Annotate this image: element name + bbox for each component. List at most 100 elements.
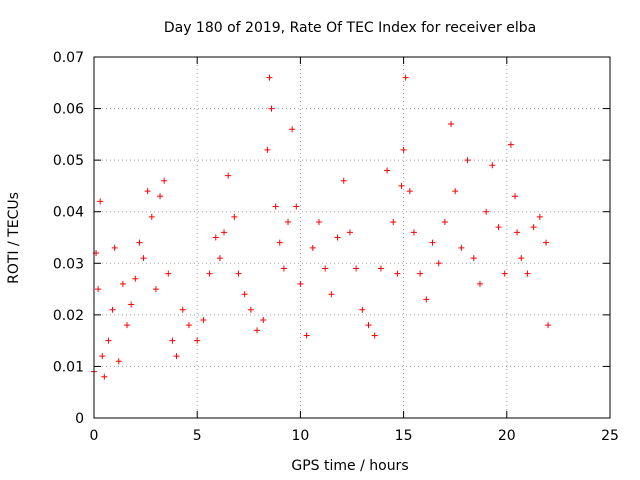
data-point	[194, 337, 201, 344]
data-point	[423, 296, 430, 303]
data-point	[221, 229, 228, 236]
data-point	[501, 270, 508, 277]
y-tick-label: 0.02	[53, 308, 84, 324]
data-point	[212, 234, 219, 241]
data-point	[536, 213, 543, 220]
axis-ticks: 0 5 10 15 20 25 0 0.01 0.02 0.03 0.04 0.05 0.06 0.07	[53, 50, 619, 444]
data-point	[512, 193, 519, 200]
data-point	[507, 141, 514, 148]
data-point	[268, 105, 275, 112]
data-point	[483, 208, 490, 215]
data-point	[384, 167, 391, 174]
data-point	[157, 193, 164, 200]
data-point	[394, 270, 401, 277]
data-point	[441, 219, 448, 226]
y-tick-label: 0	[75, 411, 84, 427]
data-point	[225, 172, 232, 179]
data-point	[254, 327, 261, 334]
data-point	[458, 244, 465, 251]
x-tick-label: 0	[90, 428, 99, 444]
data-point	[185, 322, 192, 329]
data-point	[173, 353, 180, 360]
data-point	[371, 332, 378, 339]
data-point	[400, 146, 407, 153]
data-point	[359, 306, 366, 313]
x-tick-label: 25	[601, 428, 619, 444]
y-tick-label: 0.05	[53, 153, 84, 169]
data-point	[105, 337, 112, 344]
y-tick-label: 0.04	[53, 205, 84, 221]
x-tick-label: 15	[395, 428, 413, 444]
data-point	[216, 255, 223, 262]
data-point	[545, 322, 552, 329]
data-point	[353, 265, 360, 272]
data-point	[124, 322, 131, 329]
data-point	[136, 239, 143, 246]
data-point	[206, 270, 213, 277]
data-point	[109, 306, 116, 313]
data-point	[429, 239, 436, 246]
data-point	[128, 301, 135, 308]
x-tick-label: 10	[291, 428, 309, 444]
data-point	[328, 291, 335, 298]
x-axis-label: GPS time / hours	[291, 458, 408, 474]
data-point	[101, 373, 108, 380]
data-point	[390, 219, 397, 226]
data-points	[91, 74, 552, 380]
data-point	[322, 265, 329, 272]
data-point	[476, 280, 483, 287]
data-point	[119, 280, 126, 287]
data-point	[280, 265, 287, 272]
data-point	[97, 198, 104, 205]
data-point	[276, 239, 283, 246]
data-point	[495, 224, 502, 231]
chart-title: Day 180 of 2019, Rate Of TEC Index for r…	[164, 20, 536, 36]
data-point	[231, 213, 238, 220]
data-point	[152, 286, 159, 293]
data-point	[340, 177, 347, 184]
data-point	[309, 244, 316, 251]
data-point	[297, 280, 304, 287]
data-point	[406, 188, 413, 195]
x-tick-label: 20	[498, 428, 516, 444]
data-point	[417, 270, 424, 277]
data-point	[315, 219, 322, 226]
data-point	[448, 121, 455, 128]
data-point	[285, 219, 292, 226]
data-point	[514, 229, 521, 236]
data-point	[169, 337, 176, 344]
data-point	[410, 229, 417, 236]
data-point	[303, 332, 310, 339]
data-point	[132, 275, 139, 282]
data-point	[365, 322, 372, 329]
data-point	[148, 213, 155, 220]
data-point	[464, 157, 471, 164]
data-point	[543, 239, 550, 246]
data-point	[272, 203, 279, 210]
data-point	[452, 188, 459, 195]
grid-lines	[94, 57, 610, 418]
data-point	[489, 162, 496, 169]
data-point	[260, 317, 267, 324]
data-point	[524, 270, 531, 277]
data-point	[165, 270, 172, 277]
data-point	[241, 291, 248, 298]
x-tick-label: 5	[193, 428, 202, 444]
data-point	[289, 126, 296, 133]
data-point	[200, 317, 207, 324]
plot-frame	[93, 56, 611, 419]
data-point	[377, 265, 384, 272]
data-point	[235, 270, 242, 277]
data-point	[293, 203, 300, 210]
data-point	[247, 306, 254, 313]
data-point	[334, 234, 341, 241]
data-point	[266, 74, 273, 81]
y-tick-label: 0.01	[53, 359, 84, 375]
data-point	[530, 224, 537, 231]
data-point	[161, 177, 168, 184]
y-axis-label: ROTI / TECUs	[6, 192, 22, 284]
data-point	[398, 182, 405, 189]
data-point	[435, 260, 442, 267]
data-point	[95, 286, 102, 293]
